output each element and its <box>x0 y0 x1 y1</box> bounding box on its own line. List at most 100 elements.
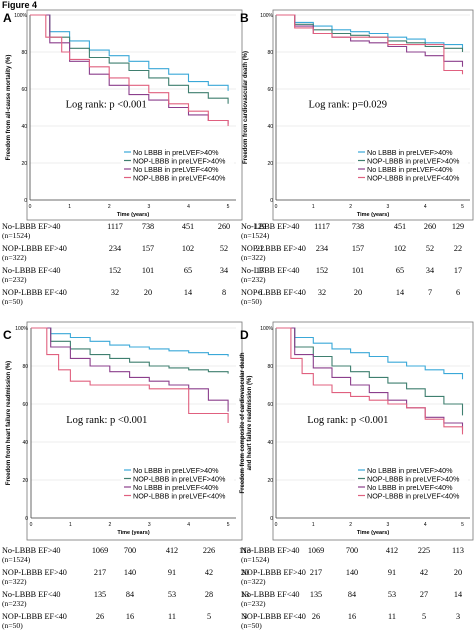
x-tick-label: 2 <box>349 204 352 210</box>
risk-cell: 14 <box>454 590 462 599</box>
y-tick-label: 40 <box>21 124 27 130</box>
risk-cell: 53 <box>168 590 176 599</box>
y-tick-label: 100% <box>260 326 273 332</box>
risk-cell: 34 <box>220 266 228 275</box>
panel-c: C 0 20 40 60 80 100% 0 1 2 3 4 5 Time (years) Freedom … <box>2 321 251 630</box>
risk-cell: 135 <box>310 590 322 599</box>
risk-cell: 8 <box>222 288 226 297</box>
risk-cell: 152 <box>316 266 328 275</box>
x-tick-label: 3 <box>387 204 390 210</box>
risk-cell: 26 <box>96 612 104 621</box>
panel-label: B <box>240 11 249 25</box>
risk-cell: 65 <box>184 266 192 275</box>
risk-cell: 234 <box>109 244 121 253</box>
risk-cell: 129 <box>254 222 266 231</box>
risk-cell: 52 <box>426 244 434 253</box>
risk-cell: 34 <box>426 266 434 275</box>
risk-cell: 65 <box>396 266 404 275</box>
y-tick-label: 0 <box>24 198 27 204</box>
risk-row-label: No-LBBB EF<40 <box>2 266 61 275</box>
risk-cell: 91 <box>388 568 396 577</box>
x-tick-label: 5 <box>227 204 230 210</box>
legend-entry-3: No LBBB in preLVEF<40% <box>133 165 219 174</box>
risk-row-n: (n=1524) <box>241 231 270 240</box>
y-tick-label: 100% <box>260 13 273 19</box>
series-line-3 <box>276 327 464 431</box>
series-line-1 <box>276 14 464 49</box>
risk-cell: 1117 <box>107 222 123 231</box>
legend-box <box>355 147 468 183</box>
risk-row-label: NOP-LBBB EF<40 <box>2 288 67 297</box>
risk-cell: 1069 <box>92 546 108 555</box>
x-tick-label: 1 <box>312 522 315 528</box>
series-line-4 <box>276 14 464 75</box>
risk-cell: 17 <box>454 266 462 275</box>
y-tick-label: 20 <box>267 478 273 484</box>
series-line-3 <box>30 14 229 125</box>
risk-cell: 16 <box>348 612 356 621</box>
risk-row-label: NOP-LBBB EF<40 <box>241 288 306 297</box>
legend-entry-3: No LBBB in preLVEF<40% <box>367 483 453 492</box>
risk-cell: 20 <box>454 568 462 577</box>
risk-row-n: (n=322) <box>2 253 27 262</box>
risk-cell: 700 <box>124 546 136 555</box>
y-tick-label: 80 <box>22 364 28 370</box>
series-line-4 <box>276 327 464 435</box>
risk-cell: 20 <box>144 288 152 297</box>
risk-cell: 738 <box>352 222 364 231</box>
legend-entry-2: NOP-LBBB in preLVEF>40% <box>367 475 460 484</box>
risk-cell: 5 <box>207 612 211 621</box>
y-tick-label: 40 <box>22 440 28 446</box>
y-tick-label: 0 <box>270 516 273 522</box>
risk-row-label: No-LBBB EF>40 <box>2 546 61 555</box>
risk-cell: 217 <box>310 568 322 577</box>
legend-entry-2: NOP-LBBB in preLVEF>40% <box>367 157 460 166</box>
risk-cell: 700 <box>346 546 358 555</box>
y-tick-label: 100% <box>14 13 27 19</box>
risk-cell: 1117 <box>314 222 330 231</box>
risk-cell: 1069 <box>308 546 324 555</box>
y-axis-label: Freedom from all-cause mortality (%) <box>6 55 12 161</box>
log-rank-annotation: Log rank: p <0.001 <box>307 415 388 426</box>
risk-cell: 53 <box>388 590 396 599</box>
risk-row-label: NOP-LBBB EF<40 <box>2 612 67 621</box>
y-tick-label: 80 <box>267 364 273 370</box>
risk-row-n: (n=50) <box>241 297 262 306</box>
risk-cell: 11 <box>388 612 396 621</box>
legend-entry-2: NOP-LBBB in preLVEF>40% <box>133 157 226 166</box>
risk-cell: 7 <box>428 288 432 297</box>
risk-cell: 13 <box>241 590 249 599</box>
risk-row-label: No-LBBB EF<40 <box>241 266 300 275</box>
x-tick-label: 0 <box>30 522 33 528</box>
series-line-4 <box>30 14 229 126</box>
x-tick-label: 0 <box>275 204 278 210</box>
risk-row-n: (n=50) <box>241 621 262 630</box>
x-tick-label: 3 <box>148 522 151 528</box>
risk-cell: 22 <box>256 244 264 253</box>
series-line-1 <box>276 327 464 380</box>
risk-cell: 84 <box>348 590 356 599</box>
y-tick-label: 0 <box>270 198 273 204</box>
x-tick-label: 4 <box>424 522 427 528</box>
x-tick-label: 4 <box>424 204 427 210</box>
legend-entry-3: No LBBB in preLVEF<40% <box>367 165 453 174</box>
risk-row-n: (n=232) <box>241 599 266 608</box>
legend-entry-1: No LBBB in preLVEF>40% <box>133 148 219 157</box>
legend-entry-3: No LBBB in preLVEF<40% <box>133 483 219 492</box>
series-line-3 <box>31 327 229 412</box>
risk-row-n: (n=50) <box>2 621 23 630</box>
risk-cell: 42 <box>420 568 428 577</box>
risk-cell: 3 <box>243 612 247 621</box>
risk-cell: 6 <box>456 288 460 297</box>
x-tick-label: 0 <box>275 522 278 528</box>
risk-cell: 91 <box>168 568 176 577</box>
x-tick-label: 3 <box>387 522 390 528</box>
y-tick-label: 80 <box>267 50 273 56</box>
x-tick-label: 4 <box>187 204 190 210</box>
panel-label: C <box>3 328 12 342</box>
log-rank-annotation: Log rank: p <0.001 <box>66 415 147 426</box>
risk-cell: 84 <box>126 590 134 599</box>
y-axis-label: Freedom from cardiovascular death (%) <box>243 51 249 164</box>
panel-frame <box>26 9 243 221</box>
